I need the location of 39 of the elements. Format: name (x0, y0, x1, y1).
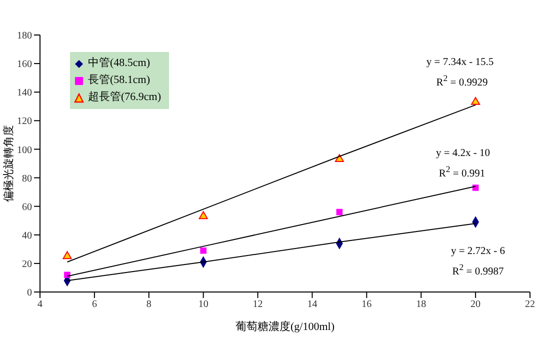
point (334, 154, 344, 162)
annotation: R$^{2}$ = 0.9987 (452, 261, 504, 278)
x-tick-label: 6 (92, 299, 97, 310)
annotation: y = 4.2x - 10 (436, 147, 490, 160)
y-tick-label: 120 (17, 116, 32, 128)
legend-label: 長管(58.1cm) (88, 73, 150, 88)
point (62, 251, 72, 260)
y-tick-label: 180 (17, 30, 32, 42)
x-tick-label: 10 (198, 299, 208, 310)
legend-label: 超長管(76.9cm) (88, 90, 162, 105)
x-tick-label: 14 (307, 299, 318, 310)
point (200, 247, 206, 254)
point (198, 211, 208, 220)
legend-label: 中管(48.5cm) (88, 56, 150, 71)
annotation: y = 2.72x - 6 (450, 245, 506, 258)
x-tick-label: 20 (470, 299, 481, 310)
x-tick-label: 4 (38, 299, 42, 310)
point (336, 208, 343, 216)
y-tick-label: 100 (17, 144, 32, 156)
point (64, 272, 70, 278)
point (472, 184, 479, 191)
annotation: R$^{2}$ = 0.9929 (436, 72, 488, 90)
annotation: y = 7.34x - 15.5 (426, 56, 494, 69)
y-tick-label: 160 (17, 59, 32, 70)
x-tick-label: 12 (252, 299, 263, 310)
point (471, 96, 480, 105)
y-tick-label: 40 (22, 230, 32, 242)
x-tick-label: 8 (146, 299, 152, 310)
y-tick-label: 140 (17, 88, 32, 99)
x-tick-label: 18 (416, 299, 426, 310)
y-tick-label: 0 (27, 288, 32, 299)
y-axis-title: 偏極光旋轉角度 (2, 125, 15, 202)
x-tick-label: 16 (362, 299, 372, 310)
x-tick-label: 22 (525, 299, 535, 310)
annotation: R$^{2}$ = 0.991 (438, 163, 486, 180)
y-tick-label: 80 (22, 173, 32, 184)
y-tick-label: 60 (22, 202, 32, 213)
y-tick-label: 20 (22, 258, 32, 270)
x-axis-title: 葡萄糖濃度(g/100ml) (236, 320, 335, 333)
